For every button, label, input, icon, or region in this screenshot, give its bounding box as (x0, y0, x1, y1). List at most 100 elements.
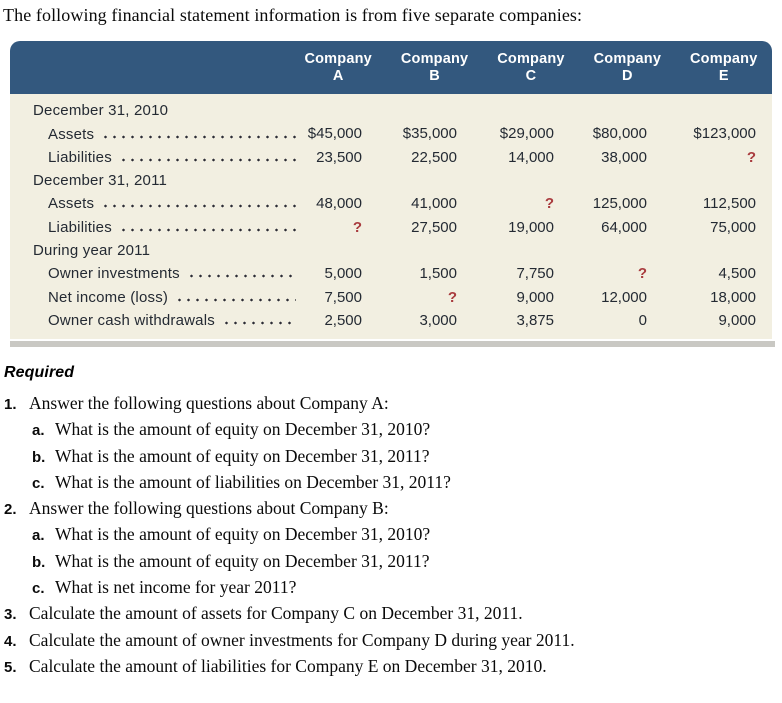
row-label-wrap: Owner cash withdrawals (10, 309, 300, 332)
column-header-top: Company (497, 50, 565, 67)
unknown-value: ? (447, 288, 457, 306)
cell-value: 12,000 (601, 288, 647, 306)
item-number: 1. (4, 395, 17, 413)
required-subitem-1c: c. What is the amount of liabilities on D… (32, 470, 782, 496)
dot-leader (186, 272, 296, 281)
table-row: Owner investments 5,000 1,500 7,750? 4,500 (10, 262, 756, 285)
table-row: Assets 48,000 41,000? 125,000 112,500 (10, 192, 756, 215)
item-text: Answer the following questions about Com… (29, 392, 389, 413)
required-subitem-2b: b. What is the amount of equity on Decemb… (32, 549, 782, 575)
item-number: 2. (4, 501, 17, 519)
dot-leader (101, 202, 296, 211)
item-text: Calculate the amount of assets for Compa… (29, 603, 523, 624)
column-header-company-a: Company A (290, 51, 386, 85)
column-header-top: Company (593, 50, 662, 67)
table-body: December 31, 2010 Assets $45,000 $35,000 $29… (10, 94, 772, 339)
subitem-text: What is the amount of equity on December… (55, 419, 431, 440)
cell-value: 9,000 (718, 311, 756, 329)
cell-value: 22,500 (411, 148, 457, 166)
subitem-letter: a. (32, 527, 45, 545)
column-header-top: Company (304, 50, 372, 67)
row-label: Liabilities (48, 148, 112, 166)
dot-leader (101, 132, 296, 141)
table-row: Assets $45,000 $35,000 $29,000 $80,000 $123,0… (10, 122, 756, 145)
cell-value: 2,500 (324, 311, 362, 329)
required-list: 1. Answer the following questions about C… (4, 391, 782, 680)
row-label: Net income (loss) (48, 288, 169, 306)
row-label-wrap: Liabilities (10, 215, 300, 238)
table-row: Net income (loss) 7,500? 9,000 12,000 18,000 (10, 285, 756, 308)
cell-value: 5,000 (324, 265, 362, 283)
cell-value: 14,000 (508, 148, 554, 166)
financial-table: Company A Company B Company C Company D Company E… (10, 41, 772, 339)
section-header-row: December 31, 2010 (10, 99, 756, 122)
item-text: Calculate the amount of owner investment… (29, 629, 575, 650)
dot-leader (118, 225, 296, 234)
table-row: Owner cash withdrawals 2,500 3,000 3,875 0 9,… (10, 309, 756, 332)
row-label-wrap: Owner investments (10, 262, 300, 285)
cell-value: 0 (638, 311, 647, 329)
column-header-letter: B (429, 67, 440, 84)
column-header-top: Company (400, 50, 469, 67)
item-text: Answer the following questions about Com… (29, 498, 389, 519)
unknown-value: ? (637, 265, 647, 283)
cell-value: 75,000 (710, 218, 756, 236)
textbook-page: The following financial statement inform… (0, 5, 782, 703)
item-text: Calculate the amount of liabilities for … (29, 655, 547, 676)
dot-leader (118, 155, 296, 164)
row-label-wrap: Assets (10, 122, 300, 145)
cell-value: 27,500 (411, 218, 457, 236)
dot-leader (175, 295, 296, 304)
item-number: 4. (4, 632, 17, 650)
required-item-4: 4. Calculate the amount of owner investme… (4, 628, 782, 654)
column-header-company-b: Company B (386, 51, 482, 85)
cell-value: $80,000 (592, 125, 647, 143)
row-label-wrap: Liabilities (10, 146, 300, 169)
subitem-letter: a. (32, 422, 45, 440)
unknown-value: ? (352, 218, 362, 236)
required-item-1: 1. Answer the following questions about C… (4, 391, 782, 417)
required-subitem-1a: a. What is the amount of equity on Decemb… (32, 417, 782, 443)
row-label: Owner investments (48, 265, 180, 283)
column-header-letter: A (332, 67, 344, 84)
row-label: Liabilities (48, 218, 112, 236)
subitem-text: What is net income for year 2011? (55, 577, 297, 598)
section-header-label: During year 2011 (33, 241, 151, 259)
subitem-letter: c. (32, 580, 45, 598)
cell-value: 19,000 (508, 218, 554, 236)
table-row: Liabilities 23,500 22,500 14,000 38,000? (10, 146, 756, 169)
cell-value: 3,875 (516, 311, 554, 329)
cell-value: 64,000 (601, 218, 647, 236)
section-header-row: During year 2011 (10, 239, 756, 262)
cell-value: $123,000 (693, 125, 756, 143)
row-label-wrap: Net income (loss) (10, 285, 300, 308)
cell-value: 23,500 (316, 148, 362, 166)
required-subitem-2c: c. What is net income for year 2011? (32, 575, 782, 601)
cell-value: 1,500 (419, 265, 457, 283)
cell-value: 48,000 (316, 195, 362, 213)
subitem-text: What is the amount of equity on December… (55, 445, 430, 466)
table-bottom-shadow (10, 340, 775, 347)
column-header-company-d: Company D (579, 51, 675, 85)
subitem-text: What is the amount of equity on December… (55, 550, 430, 571)
cell-value: 9,000 (516, 288, 554, 306)
table-row: Liabilities? 27,500 19,000 64,000 75,000 (10, 215, 756, 238)
required-item-3: 3. Calculate the amount of assets for Com… (4, 601, 782, 627)
column-header-company-c: Company C (483, 51, 579, 85)
subitem-letter: b. (32, 448, 46, 466)
cell-value: 112,500 (702, 195, 756, 213)
dot-leader (221, 318, 296, 327)
unknown-value: ? (746, 148, 756, 166)
required-section: Required 1. Answer the following question… (4, 364, 782, 680)
column-header-company-e: Company E (676, 51, 772, 85)
required-subitem-2a: a. What is the amount of equity on Decemb… (32, 522, 782, 548)
cell-value: 7,750 (516, 265, 554, 283)
cell-value: $29,000 (499, 125, 554, 143)
column-header-letter: C (525, 67, 537, 84)
cell-value: $45,000 (307, 125, 362, 143)
section-header-row: December 31, 2011 (10, 169, 756, 192)
unknown-value: ? (544, 195, 554, 213)
intro-text: The following financial statement inform… (3, 5, 583, 25)
cell-value: 3,000 (419, 311, 457, 329)
cell-value: 18,000 (710, 288, 756, 306)
